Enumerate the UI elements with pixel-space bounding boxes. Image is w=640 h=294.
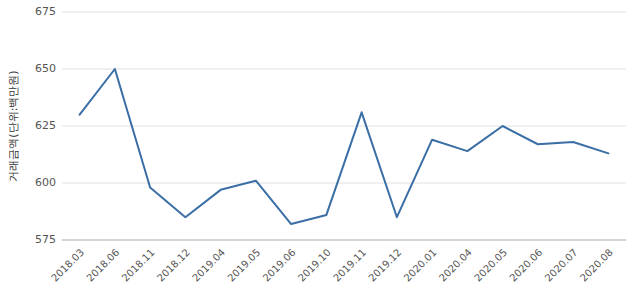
x-tick-label: 2019.04 (190, 247, 227, 284)
x-tick-label: 2019.10 (296, 247, 333, 284)
data-line (80, 69, 609, 224)
x-tick-label: 2020.04 (437, 247, 474, 284)
grid-line (62, 69, 626, 70)
x-tick-label: 2020.01 (402, 247, 439, 284)
y-tick-label: 600 (35, 176, 56, 189)
y-tick-label: 575 (35, 233, 56, 246)
x-tick-label: 2019.05 (225, 247, 262, 284)
y-tick-label: 625 (35, 119, 56, 132)
chart: 575 600 625 650 675 거래금액(단위:백만원) 2018.032018.0… (0, 0, 640, 294)
grid (62, 12, 626, 240)
x-tick-label: 2019.12 (366, 247, 403, 284)
chart-container: 575 600 625 650 675 거래금액(단위:백만원) 2018.032018.0… (0, 0, 640, 294)
y-axis-label: 거래금액(단위:백만원) (7, 70, 20, 181)
grid-line (62, 240, 626, 241)
x-tick-label: 2018.12 (155, 247, 192, 284)
grid-line (62, 126, 626, 127)
y-axis: 575 600 625 650 675 (35, 5, 56, 246)
x-tick-label: 2018.06 (84, 247, 121, 284)
grid-line (62, 12, 626, 13)
x-axis-line (62, 240, 626, 241)
x-tick-label: 2020.06 (507, 247, 544, 284)
x-tick-label: 2019.11 (331, 247, 368, 284)
plot-area (80, 69, 609, 224)
x-tick-label: 2018.11 (120, 247, 157, 284)
grid-line (62, 183, 626, 184)
x-tick-label: 2018.03 (49, 247, 86, 284)
x-tick-label: 2019.06 (261, 247, 298, 284)
y-tick-label: 675 (35, 5, 56, 18)
x-tick-label: 2020.08 (578, 247, 615, 284)
x-axis: 2018.032018.062018.112018.122019.042019.… (49, 247, 615, 284)
x-tick-label: 2020.07 (543, 247, 580, 284)
x-tick-label: 2020.05 (472, 247, 509, 284)
y-tick-label: 650 (35, 62, 56, 75)
